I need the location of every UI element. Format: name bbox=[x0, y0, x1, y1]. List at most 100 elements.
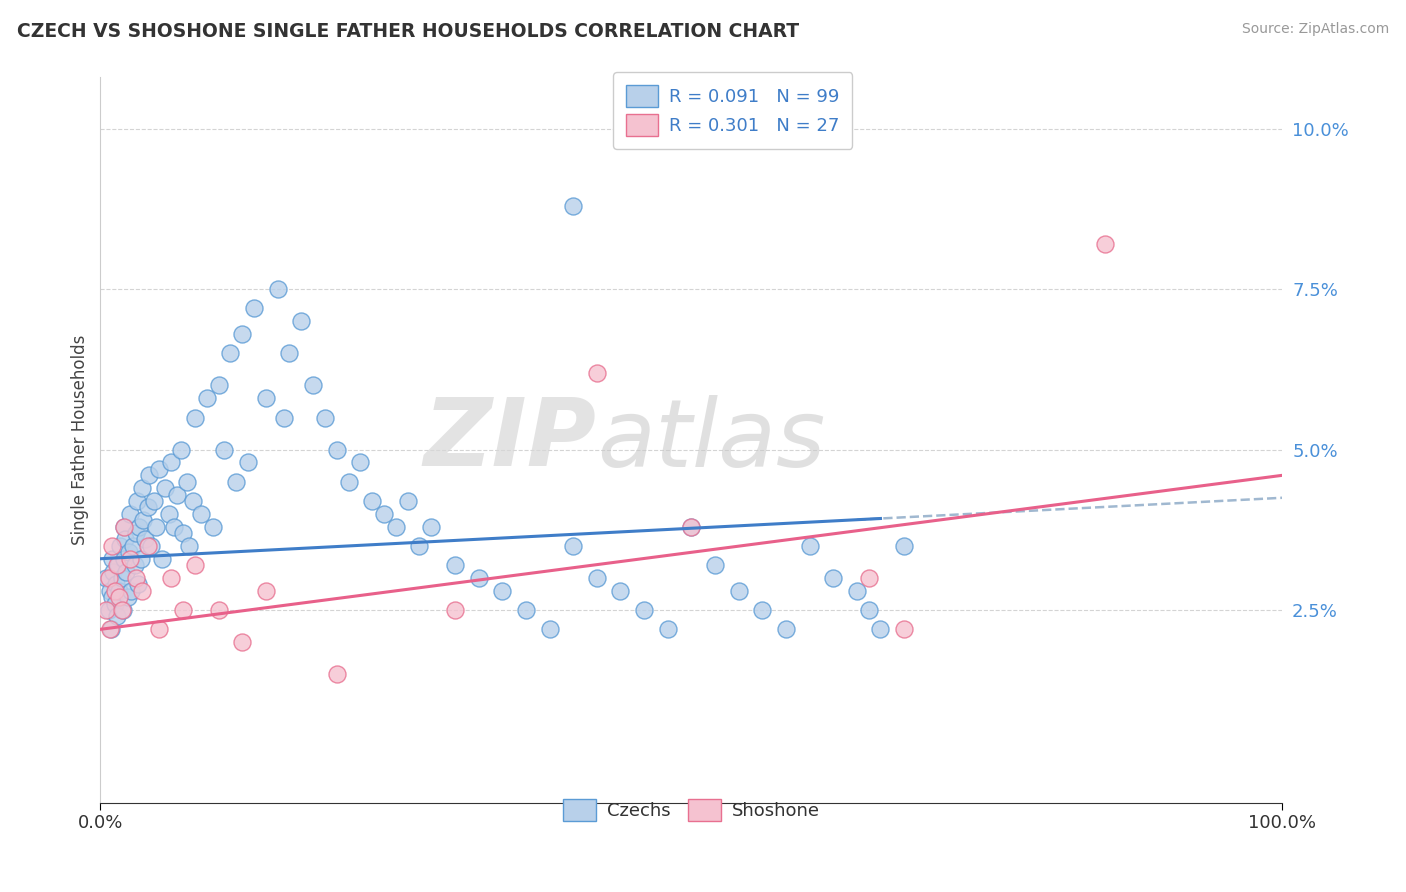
Point bbox=[609, 583, 631, 598]
Point bbox=[150, 551, 173, 566]
Point bbox=[134, 533, 156, 547]
Point bbox=[138, 468, 160, 483]
Point bbox=[201, 519, 224, 533]
Point bbox=[444, 558, 467, 573]
Point bbox=[172, 526, 194, 541]
Point bbox=[125, 571, 148, 585]
Point bbox=[184, 558, 207, 573]
Point bbox=[727, 583, 749, 598]
Point bbox=[869, 623, 891, 637]
Point bbox=[302, 378, 325, 392]
Point bbox=[132, 513, 155, 527]
Point bbox=[373, 507, 395, 521]
Point bbox=[799, 539, 821, 553]
Point bbox=[98, 583, 121, 598]
Point bbox=[101, 551, 124, 566]
Point bbox=[101, 539, 124, 553]
Point bbox=[107, 558, 129, 573]
Point bbox=[181, 494, 204, 508]
Point bbox=[290, 314, 312, 328]
Point bbox=[420, 519, 443, 533]
Text: atlas: atlas bbox=[596, 394, 825, 485]
Point bbox=[823, 571, 845, 585]
Point bbox=[195, 392, 218, 406]
Text: ZIP: ZIP bbox=[425, 394, 596, 486]
Point bbox=[111, 603, 134, 617]
Point bbox=[127, 577, 149, 591]
Point bbox=[751, 603, 773, 617]
Point bbox=[858, 571, 880, 585]
Point bbox=[125, 526, 148, 541]
Point bbox=[858, 603, 880, 617]
Point bbox=[491, 583, 513, 598]
Point bbox=[157, 507, 180, 521]
Point bbox=[162, 519, 184, 533]
Point bbox=[266, 282, 288, 296]
Point bbox=[100, 623, 122, 637]
Point bbox=[142, 494, 165, 508]
Point bbox=[243, 301, 266, 316]
Point bbox=[111, 571, 134, 585]
Point bbox=[105, 558, 128, 573]
Point bbox=[326, 667, 349, 681]
Point bbox=[893, 539, 915, 553]
Point bbox=[166, 487, 188, 501]
Point bbox=[562, 539, 585, 553]
Point bbox=[136, 539, 159, 553]
Point bbox=[219, 346, 242, 360]
Point bbox=[236, 455, 259, 469]
Text: CZECH VS SHOSHONE SINGLE FATHER HOUSEHOLDS CORRELATION CHART: CZECH VS SHOSHONE SINGLE FATHER HOUSEHOL… bbox=[17, 22, 799, 41]
Point bbox=[444, 603, 467, 617]
Point bbox=[160, 455, 183, 469]
Point bbox=[254, 392, 277, 406]
Point bbox=[108, 583, 131, 598]
Point bbox=[125, 494, 148, 508]
Point bbox=[115, 565, 138, 579]
Point bbox=[101, 591, 124, 605]
Point bbox=[361, 494, 384, 508]
Point bbox=[467, 571, 489, 585]
Point bbox=[225, 475, 247, 489]
Point bbox=[231, 635, 253, 649]
Point bbox=[538, 623, 561, 637]
Point bbox=[112, 551, 135, 566]
Point bbox=[145, 519, 167, 533]
Point bbox=[122, 539, 145, 553]
Point bbox=[98, 623, 121, 637]
Point bbox=[207, 378, 229, 392]
Point bbox=[314, 410, 336, 425]
Point bbox=[160, 571, 183, 585]
Point bbox=[893, 623, 915, 637]
Point bbox=[845, 583, 868, 598]
Point bbox=[278, 346, 301, 360]
Point bbox=[120, 583, 142, 598]
Point bbox=[128, 519, 150, 533]
Point bbox=[337, 475, 360, 489]
Point bbox=[633, 603, 655, 617]
Point bbox=[97, 571, 120, 585]
Point bbox=[396, 494, 419, 508]
Point bbox=[176, 475, 198, 489]
Point bbox=[704, 558, 727, 573]
Point bbox=[515, 603, 537, 617]
Point bbox=[585, 366, 607, 380]
Point bbox=[105, 609, 128, 624]
Point bbox=[118, 507, 141, 521]
Point bbox=[141, 539, 163, 553]
Text: Source: ZipAtlas.com: Source: ZipAtlas.com bbox=[1241, 22, 1389, 37]
Point bbox=[129, 551, 152, 566]
Point bbox=[124, 558, 146, 573]
Point bbox=[585, 571, 607, 585]
Point bbox=[681, 519, 703, 533]
Point bbox=[112, 519, 135, 533]
Point bbox=[96, 603, 118, 617]
Point bbox=[112, 519, 135, 533]
Point bbox=[170, 442, 193, 457]
Point bbox=[118, 551, 141, 566]
Point bbox=[184, 410, 207, 425]
Y-axis label: Single Father Households: Single Father Households bbox=[72, 334, 89, 545]
Point bbox=[97, 603, 120, 617]
Point bbox=[775, 623, 797, 637]
Point bbox=[273, 410, 295, 425]
Legend: Czechs, Shoshone: Czechs, Shoshone bbox=[551, 786, 832, 833]
